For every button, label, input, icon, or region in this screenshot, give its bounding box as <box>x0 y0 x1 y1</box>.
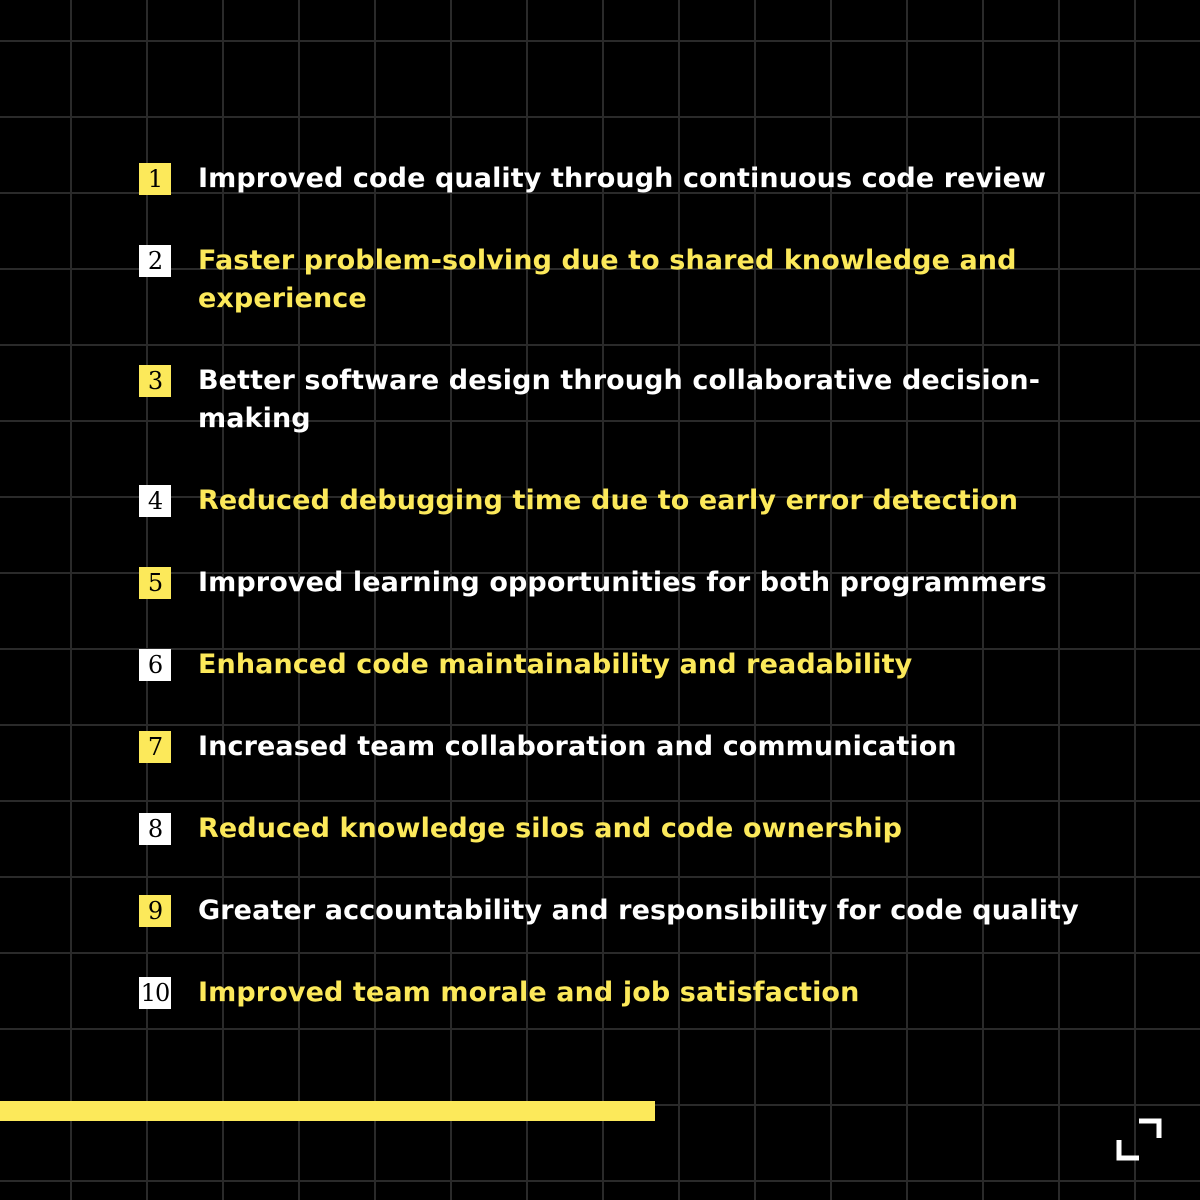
list-item: 2 Faster problem-solving due to shared k… <box>139 242 1129 318</box>
item-text: Reduced knowledge silos and code ownersh… <box>198 813 903 844</box>
list-item: 9 Greater accountability and responsibil… <box>139 892 1129 930</box>
item-number-badge: 1 <box>139 163 171 195</box>
list-item: 3 Better software design through collabo… <box>139 362 1129 438</box>
list-item: 5 Improved learning opportunities for bo… <box>139 564 1129 602</box>
list-item: 4 Reduced debugging time due to early er… <box>139 482 1129 520</box>
item-number-badge: 7 <box>139 731 171 763</box>
item-number-badge: 9 <box>139 895 171 927</box>
item-text: Faster problem-solving due to shared kno… <box>198 245 1017 314</box>
list-item: 10 Improved team morale and job satisfac… <box>139 974 1129 1012</box>
item-text: Improved code quality through continuous… <box>198 163 1047 194</box>
list-item: 6 Enhanced code maintainability and read… <box>139 646 1129 684</box>
accent-bar <box>0 1101 655 1121</box>
item-text: Improved learning opportunities for both… <box>198 567 1047 598</box>
item-number-badge: 10 <box>139 977 171 1009</box>
item-number-badge: 3 <box>139 365 171 397</box>
list-item: 1 Improved code quality through continuo… <box>139 160 1129 198</box>
item-number-badge: 4 <box>139 485 171 517</box>
item-number-badge: 8 <box>139 813 171 845</box>
item-text: Enhanced code maintainability and readab… <box>198 649 913 680</box>
item-number-badge: 5 <box>139 567 171 599</box>
list-item: 7 Increased team collaboration and commu… <box>139 728 1129 766</box>
item-text: Reduced debugging time due to early erro… <box>198 485 1019 516</box>
item-number-badge: 2 <box>139 245 171 277</box>
item-text: Better software design through collabora… <box>198 365 1041 434</box>
list-item: 8 Reduced knowledge silos and code owner… <box>139 810 1129 848</box>
item-text: Increased team collaboration and communi… <box>198 731 957 762</box>
item-number-badge: 6 <box>139 649 171 681</box>
item-text: Greater accountability and responsibilit… <box>198 895 1079 926</box>
corner-brackets-icon <box>1116 1118 1162 1161</box>
item-text: Improved team morale and job satisfactio… <box>198 977 860 1008</box>
